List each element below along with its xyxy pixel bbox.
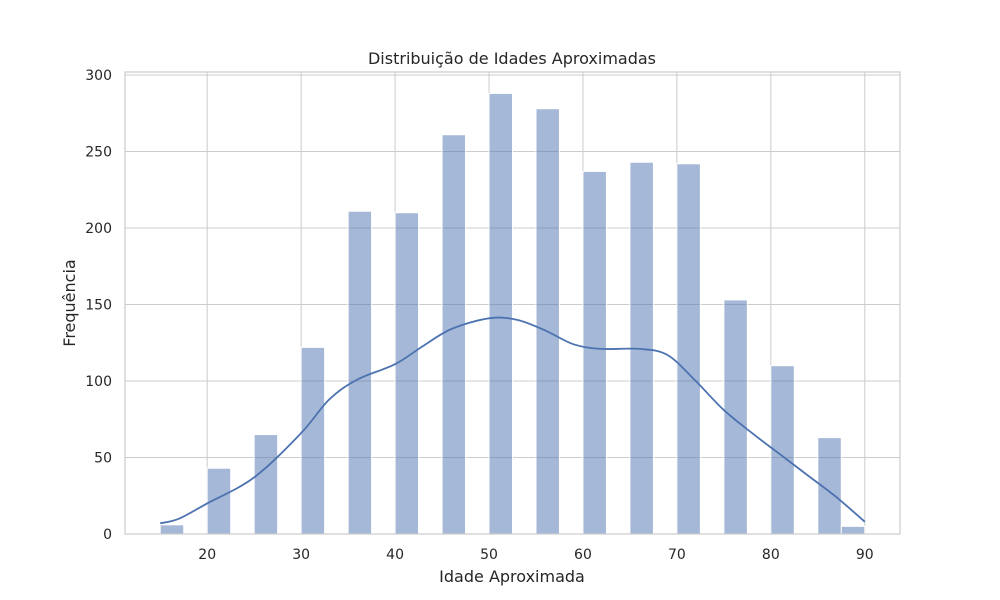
kde-curve-layer [160, 316, 866, 525]
y-tick-label: 100 [85, 374, 112, 390]
x-tick-label: 20 [198, 547, 216, 563]
y-tick-label: 200 [85, 221, 112, 237]
x-tick-label: 40 [386, 547, 404, 563]
histogram-bar [394, 212, 420, 535]
y-tick-label: 0 [103, 527, 112, 543]
y-tick-labels: 0 50 100 150 200 250 300 [85, 68, 112, 543]
histogram-bar [253, 434, 279, 535]
y-tick-label: 50 [94, 451, 112, 467]
y-axis-label: Frequência [60, 259, 79, 346]
histogram-bar [441, 134, 467, 535]
x-axis-label: Idade Aproximada [439, 567, 585, 586]
x-tick-label: 80 [762, 547, 780, 563]
histogram-bar [676, 163, 701, 535]
y-tick-label: 300 [85, 68, 112, 84]
histogram-bar [582, 170, 607, 535]
x-tick-label: 90 [856, 547, 874, 563]
histogram-bar [300, 346, 326, 535]
x-tick-label: 60 [574, 547, 592, 563]
histogram-bar [840, 525, 866, 535]
kde-curve [160, 316, 866, 525]
plot-frame [124, 71, 901, 535]
x-tick-label: 50 [480, 547, 498, 563]
bars [159, 92, 866, 535]
x-tick-label: 30 [292, 547, 310, 563]
x-tick-label: 70 [668, 547, 686, 563]
histogram-bar [488, 92, 513, 535]
x-tick-labels: 20 30 40 50 60 70 80 90 [198, 547, 873, 563]
histogram-bar [723, 299, 748, 535]
histogram-bar [347, 210, 373, 535]
y-tick-label: 250 [85, 145, 112, 161]
histogram-bar [535, 108, 560, 535]
y-tick-label: 150 [85, 298, 112, 314]
histogram-bar [159, 524, 185, 535]
chart-title: Distribuição de Idades Aproximadas [368, 49, 656, 68]
